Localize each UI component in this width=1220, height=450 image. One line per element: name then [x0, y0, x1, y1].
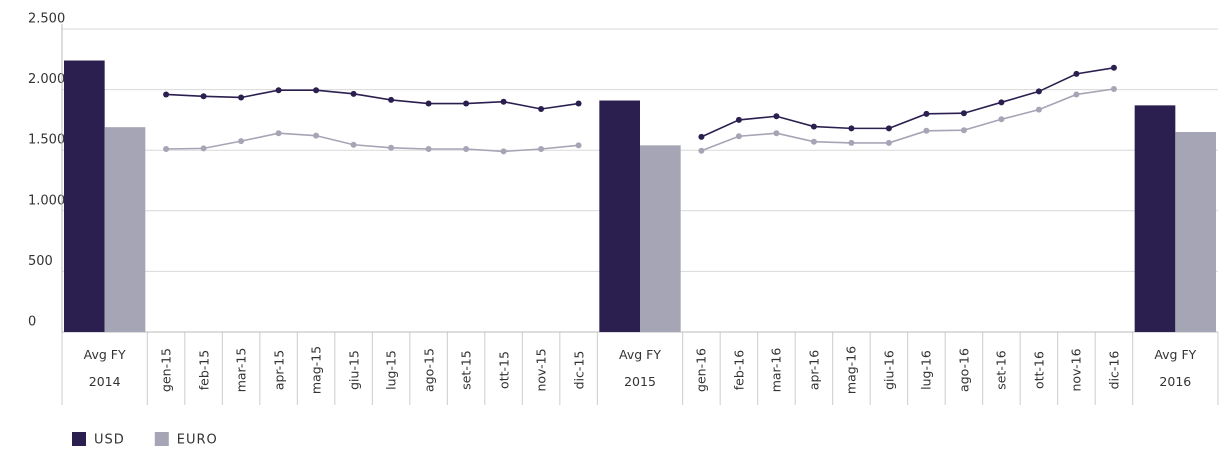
- point: [575, 100, 582, 107]
- point: [238, 138, 245, 145]
- point: [960, 127, 967, 134]
- x-tick-label: set-15: [458, 350, 474, 390]
- bar: [640, 145, 681, 332]
- y-tick-label: 0: [28, 315, 36, 330]
- y-tick-label: 1.000: [28, 193, 65, 208]
- point: [163, 91, 170, 98]
- line: [166, 88, 1115, 153]
- x-tick-label: feb-15: [196, 349, 212, 391]
- point: [698, 133, 705, 140]
- x-tick-label: gen-15: [158, 348, 174, 392]
- bar: [599, 100, 640, 333]
- point: [1035, 106, 1042, 113]
- x-tick-label: gen-16: [693, 348, 709, 392]
- point: [998, 116, 1005, 123]
- x-tick-label: ott-15: [496, 351, 512, 389]
- bar: [1175, 132, 1216, 332]
- point: [885, 125, 892, 132]
- point: [1035, 88, 1042, 95]
- x-tick-label: apr-15: [271, 349, 287, 391]
- x-tick-label: ago-15: [421, 348, 437, 392]
- point: [1073, 91, 1080, 98]
- x-tick-label: feb-16: [731, 349, 747, 391]
- x-tick-label: ott-16: [1031, 351, 1047, 389]
- bar: [104, 127, 146, 332]
- line: [166, 66, 1115, 138]
- x-tick-label: dic-15: [571, 350, 587, 390]
- point: [960, 110, 967, 117]
- x-tick-label: dic-16: [1106, 350, 1122, 390]
- point: [350, 141, 357, 148]
- point: [538, 145, 545, 152]
- x-tick-label: mag-16: [843, 345, 859, 395]
- x-tick-label: mar-16: [768, 347, 784, 393]
- point: [848, 125, 855, 132]
- x-tick-label: lug-15: [383, 350, 399, 390]
- point: [810, 138, 817, 145]
- y-tick-label: 2.000: [28, 72, 65, 87]
- point: [275, 130, 282, 137]
- point: [1110, 85, 1117, 92]
- point: [350, 90, 357, 97]
- bar: [64, 60, 105, 333]
- point: [923, 110, 930, 117]
- point: [388, 144, 395, 151]
- point: [773, 130, 780, 137]
- point: [698, 147, 705, 154]
- x-tick-label: ago-16: [956, 348, 972, 392]
- point: [163, 145, 170, 152]
- point: [500, 98, 507, 105]
- point: [425, 100, 432, 107]
- y-tick-label: 1.500: [28, 133, 65, 148]
- x-tick-label: mar-15: [233, 347, 249, 393]
- point: [463, 100, 470, 107]
- legend-label: USD: [94, 433, 125, 448]
- x-tick-label: Avg FY 2016: [1154, 347, 1197, 389]
- point: [575, 142, 582, 149]
- x-tick-label: lug-16: [918, 350, 934, 390]
- point: [735, 133, 742, 140]
- point: [388, 96, 395, 103]
- x-tick-label: Avg FY 2014: [83, 347, 126, 389]
- legend-swatch: [154, 432, 169, 446]
- y-tick-label: 2.500: [28, 12, 65, 27]
- x-tick-label: apr-16: [806, 349, 822, 391]
- x-tick-label: mag-15: [308, 345, 324, 395]
- point: [735, 116, 742, 123]
- point: [923, 127, 930, 134]
- point: [538, 105, 545, 112]
- point: [810, 123, 817, 130]
- legend-swatch: [72, 432, 86, 446]
- point: [425, 145, 432, 152]
- point: [885, 139, 892, 146]
- point: [848, 139, 855, 146]
- x-tick-label: set-16: [993, 350, 1009, 390]
- x-tick-label: Avg FY 2015: [619, 347, 661, 389]
- point: [200, 145, 207, 152]
- point: [1073, 70, 1080, 77]
- point: [200, 93, 207, 100]
- legend-label: EURO: [177, 433, 218, 448]
- point: [998, 99, 1005, 106]
- point: [500, 148, 507, 155]
- point: [275, 87, 282, 94]
- point: [1110, 64, 1117, 71]
- point: [313, 132, 320, 139]
- bar: [1134, 105, 1176, 332]
- x-tick-label: nov-16: [1068, 348, 1084, 392]
- x-tick-label: nov-15: [533, 348, 549, 392]
- y-tick-label: 500: [28, 254, 53, 269]
- point: [463, 145, 470, 152]
- x-tick-label: giu-15: [346, 350, 362, 390]
- x-tick-label: giu-16: [881, 350, 897, 390]
- point: [773, 113, 780, 120]
- point: [313, 87, 320, 94]
- point: [238, 94, 245, 101]
